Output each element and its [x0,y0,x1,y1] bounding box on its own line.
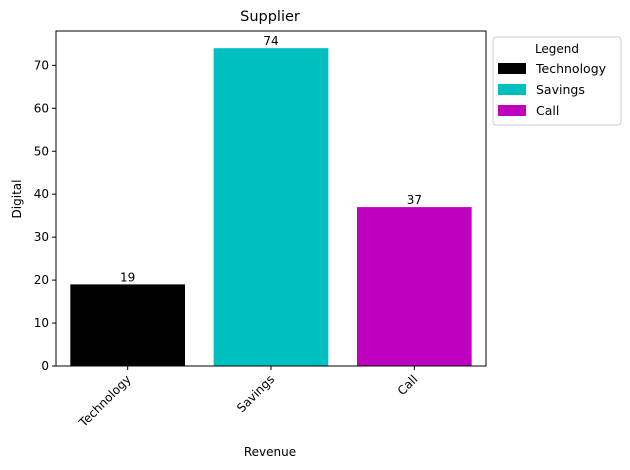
data-label: 74 [263,34,278,48]
bar-savings [213,48,329,367]
data-label: 19 [120,270,135,284]
legend-entry: Technology [535,61,607,76]
legend-entry: Call [536,103,559,118]
legend-swatch [498,84,526,95]
legend-entry: Savings [536,82,585,97]
y-axis-label: Digital [10,180,24,219]
y-tick-label: 40 [34,187,49,201]
legend-swatch [498,105,526,116]
chart-title: Supplier [240,9,300,25]
legend-title: Legend [535,42,579,56]
bar-technology [70,284,185,366]
legend-box [492,36,622,126]
x-tick-label: Call [395,372,421,398]
data-label: 37 [407,193,422,207]
x-tick-label: Technology [76,372,134,430]
plot-area: 19 74 37 0 10 20 30 40 50 60 70 Technology Savings Ca… [34,30,487,430]
x-tick-label: Savings [234,372,277,415]
y-tick-label: 20 [34,273,49,287]
y-tick-label: 0 [41,359,49,373]
legend-swatch [498,63,526,74]
y-tick-label: 10 [34,316,49,330]
y-tick-label: 70 [34,58,49,72]
bar-call [357,207,472,366]
y-tick-label: 30 [34,230,49,244]
legend: Legend Technology Savings Call [492,36,622,126]
y-tick-label: 60 [34,101,49,115]
x-axis-label: Revenue [244,445,296,459]
y-tick-label: 50 [34,144,49,158]
